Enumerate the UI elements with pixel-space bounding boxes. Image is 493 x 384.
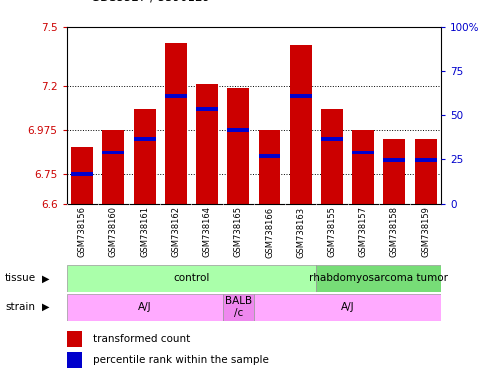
Text: GSM738160: GSM738160 (109, 207, 118, 258)
Bar (165, 43, 187, 204)
Text: GSM738157: GSM738157 (359, 207, 368, 258)
Bar (223, 294, 254, 321)
Bar (134, 109, 156, 204)
Bar (259, 130, 281, 204)
Bar (196, 84, 218, 204)
Bar (352, 130, 374, 204)
Bar (196, 108, 218, 111)
Text: rhabdomyosarcoma tumor: rhabdomyosarcoma tumor (309, 273, 448, 283)
Text: ▶: ▶ (42, 273, 49, 283)
Bar (384, 158, 405, 162)
Text: GSM738156: GSM738156 (78, 207, 87, 258)
Bar (67, 353, 81, 369)
Text: ▶: ▶ (42, 302, 49, 312)
Bar (67, 331, 81, 348)
Text: GSM738162: GSM738162 (172, 207, 180, 258)
Bar (134, 137, 156, 141)
Text: GSM738163: GSM738163 (296, 207, 305, 258)
Bar (415, 139, 437, 204)
Text: transformed count: transformed count (93, 334, 190, 344)
Text: A/J: A/J (138, 302, 151, 312)
Bar (317, 265, 441, 292)
Text: GSM738159: GSM738159 (421, 207, 430, 257)
Text: strain: strain (5, 302, 35, 312)
Text: GSM738158: GSM738158 (390, 207, 399, 258)
Bar (352, 151, 374, 154)
Bar (290, 94, 312, 98)
Text: GSM738161: GSM738161 (140, 207, 149, 258)
Bar (71, 172, 93, 176)
Bar (67, 265, 317, 292)
Bar (227, 128, 249, 132)
Text: GSM738166: GSM738166 (265, 207, 274, 258)
Text: GDS5527 / 5390129: GDS5527 / 5390129 (91, 0, 210, 4)
Bar (254, 294, 441, 321)
Bar (103, 130, 124, 204)
Bar (259, 154, 281, 158)
Bar (165, 94, 187, 98)
Bar (103, 151, 124, 154)
Text: GSM738165: GSM738165 (234, 207, 243, 258)
Text: BALB
/c: BALB /c (225, 296, 252, 318)
Text: GSM738164: GSM738164 (203, 207, 211, 258)
Text: GSM738155: GSM738155 (327, 207, 336, 257)
Bar (321, 109, 343, 204)
Bar (384, 139, 405, 204)
Bar (227, 88, 249, 204)
Text: percentile rank within the sample: percentile rank within the sample (93, 356, 269, 366)
Bar (321, 137, 343, 141)
Text: control: control (173, 273, 210, 283)
Bar (415, 158, 437, 162)
Bar (71, 147, 93, 204)
Text: A/J: A/J (341, 302, 354, 312)
Bar (290, 45, 312, 204)
Text: tissue: tissue (5, 273, 36, 283)
Bar (67, 294, 223, 321)
